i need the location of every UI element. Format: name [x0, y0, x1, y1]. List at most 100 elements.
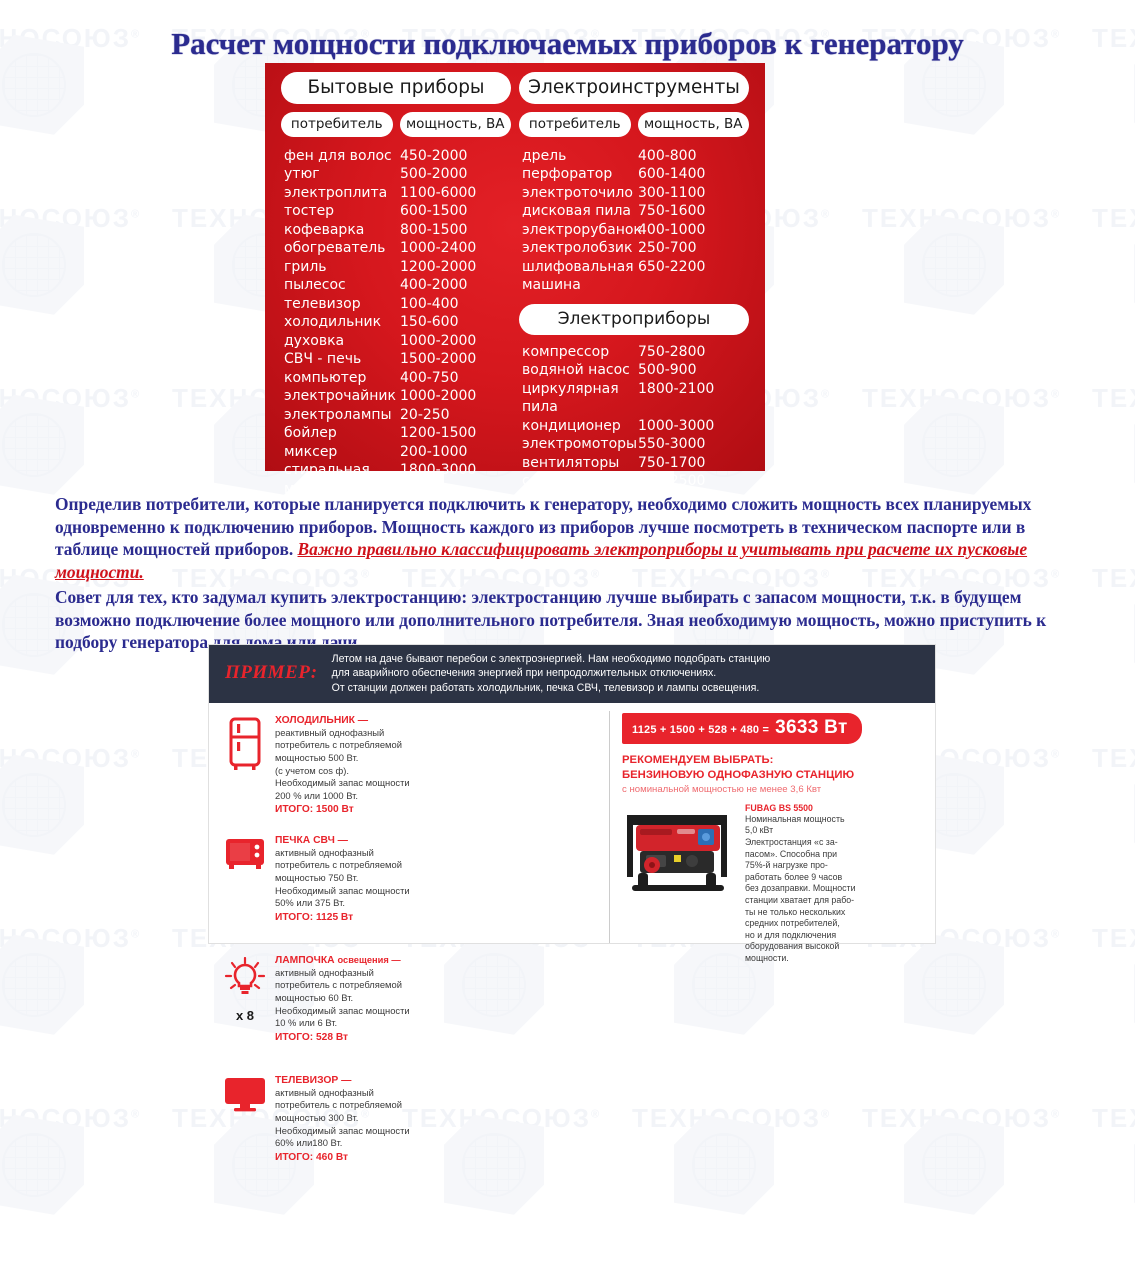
section-title-power-tools: Электроинструменты [519, 71, 749, 104]
row-power: 450-2000 [400, 147, 468, 164]
table-column-tools: Электроинструменты потребитель мощность,… [515, 71, 753, 526]
example-line: для аварийного обеспечения энергией при … [331, 667, 717, 680]
row-power: 1800-3000 [400, 462, 477, 479]
appliance-description: активный однофазный потребитель с потреб… [275, 967, 415, 1030]
generator-model: FUBAG BS 5500 [745, 802, 813, 813]
watermark-tile: ТЕХНОСОЮЗ® [402, 1101, 650, 1281]
row-name: духовка [284, 332, 345, 349]
appliance-text: ПЕЧКА СВЧ — активный однофазный потребит… [275, 834, 415, 951]
row-name: электролампы [284, 406, 392, 423]
gen-desc-line: 5,0 кВт [745, 825, 774, 836]
watermark-tile: ТЕХНОСОЮЗ® [1092, 921, 1135, 1101]
appliance-card-television: ТЕЛЕВИЗОР — активный однофазный потребит… [219, 1071, 419, 1191]
row-name: циркулярная пила [522, 380, 619, 416]
appliance-total: ИТОГО: 528 Вт [275, 1031, 349, 1043]
row-power: 250-700 [638, 240, 697, 257]
microwave-icon [222, 834, 268, 951]
appliance-description: активный однофазный потребитель с потреб… [275, 847, 415, 910]
registered-mark-icon: ® [821, 1108, 832, 1121]
generator-description: Номинальная мощность 5,0 кВт Электростан… [745, 814, 919, 965]
desc-line: Необходимый запас мощности [275, 1004, 410, 1016]
example-line: Летом на даче бывают перебои с электроэн… [331, 652, 771, 665]
appliance-text: ЛАМПОЧКА освещения — активный однофазный… [275, 954, 415, 1071]
appliance-card-refrigerator: ХОЛОДИЛЬНИК — реактивный однофазный потр… [219, 711, 419, 831]
recommendation-type: БЕНЗИНОВУЮ ОДНОФАЗНУЮ СТАНЦИЮ [622, 768, 855, 781]
row-name-second-line: давления [522, 510, 593, 527]
table-row: компьютер 400-750 [281, 369, 511, 388]
infographic-body: ХОЛОДИЛЬНИК — реактивный однофазный потр… [209, 703, 935, 1163]
gen-desc-line: но и для подключения [745, 929, 837, 940]
table-row: компрессор 750-2800 [519, 343, 749, 362]
row-name: электроплита [284, 184, 388, 201]
row-name: утюг [284, 166, 320, 183]
desc-line: потребитель с потребляемой [275, 1099, 402, 1111]
desc-line: активный однофазный [275, 1086, 374, 1098]
example-line: От станции должен работать холодильник, … [331, 681, 760, 694]
table-row: кофеварка 800-1500 [281, 221, 511, 240]
gen-desc-line: средних потребителей, [745, 918, 840, 929]
total-equation: 1125 + 1500 + 528 + 480 = [632, 723, 770, 736]
desc-line: (с учетом cos ф). [275, 764, 349, 776]
row-name: стиральная [284, 462, 370, 479]
watermark-text: ТЕХНОСОЮЗ® [0, 1102, 142, 1133]
total-result: 3633 Вт [775, 716, 848, 738]
row-name: кондиционер [522, 417, 621, 434]
desc-line: Необходимый запас мощности [275, 884, 410, 896]
row-name: пылесос [284, 277, 346, 294]
appliance-title-sub: освещения — [337, 954, 401, 965]
globe-icon [462, 952, 526, 1017]
row-name: электрорубанок [522, 221, 642, 238]
watermark-text: ТЕХНОСОЮЗ® [632, 1102, 832, 1133]
gen-desc-line: станции хватает для рабо- [745, 894, 855, 905]
section-title-electric-appliances: Электроприборы [519, 303, 749, 335]
table-row: насос высокого 2000-2900 [519, 491, 749, 510]
registered-mark-icon: ® [591, 1108, 602, 1121]
watermark-hex-shape [444, 1114, 544, 1215]
desc-line: Необходимый запас мощности [275, 777, 410, 789]
column-header-power: мощность, ВА [637, 111, 749, 137]
intro-plain-text: Определив потребители, которые планирует… [55, 494, 1032, 560]
row-power: 1200-2000 [400, 258, 477, 275]
row-power: 400-750 [400, 369, 459, 386]
row-name-second-line: машина [522, 277, 581, 294]
row-power: 550-3000 [638, 436, 706, 453]
intro-paragraph: Определив потребители, которые планирует… [55, 493, 1085, 583]
row-name: электрочайник [284, 388, 396, 405]
table-row: дисковая пила 750-1600 [519, 202, 749, 221]
watermark-tile: ТЕХНОСОЮЗ® [1092, 1101, 1135, 1281]
row-name: водяной насос [522, 362, 630, 379]
desc-line: Необходимый запас мощности [275, 1124, 410, 1136]
row-power: 1000-2400 [400, 240, 477, 257]
gen-desc-line: ты не только нескольких [745, 906, 846, 917]
watermark-hex-shape [444, 934, 544, 1035]
example-infographic: ПРИМЕР: Летом на даче бывают перебои с э… [208, 643, 936, 1163]
watermark-tile: ТЕХНОСОЮЗ® [632, 1101, 880, 1281]
row-power: 1100-6000 [400, 184, 477, 201]
desc-line: мощностью 750 Вт. [275, 871, 359, 883]
gasoline-generator-image [622, 802, 737, 965]
column-header-consumer: потребитель [281, 111, 393, 137]
desc-line: потребитель с потребляемой [275, 979, 402, 991]
table-row: электролобзик 250-700 [519, 239, 749, 258]
appliance-grid: ХОЛОДИЛЬНИК — реактивный однофазный потр… [209, 711, 609, 1163]
table-row: перфоратор 600-1400 [519, 165, 749, 184]
row-power: 20-250 [400, 406, 450, 423]
appliance-title: ХОЛОДИЛЬНИК — [275, 714, 369, 726]
appliance-title: ПЕЧКА СВЧ — [275, 834, 348, 846]
table-row: водяной насос 500-900 [519, 361, 749, 380]
row-power: 800-1500 [400, 221, 468, 238]
appliance-total: ИТОГО: 1125 Вт [275, 911, 354, 923]
table-row: тостер 600-1500 [281, 202, 511, 221]
row-name: насос высокого [522, 491, 637, 508]
subheader-row-tools: потребитель мощность, ВА [519, 111, 749, 137]
intro-emphasis-text: Важно правильно классифицировать электро… [55, 539, 1028, 582]
row-name: кофеварка [284, 221, 365, 238]
globe-icon [922, 1132, 986, 1197]
watermark-tile: ТЕХНОСОЮЗ® [0, 1101, 190, 1281]
row-name: тостер [284, 203, 335, 220]
row-name: дрель [522, 147, 567, 164]
appliance-description: реактивный однофазный потребитель с потр… [275, 727, 415, 803]
table-row: циркулярная пила 1800-2100 [519, 380, 749, 417]
power-consumption-table: Бытовые приборы потребитель мощность, ВА… [265, 62, 765, 526]
row-power: 750-2500 [638, 473, 706, 490]
